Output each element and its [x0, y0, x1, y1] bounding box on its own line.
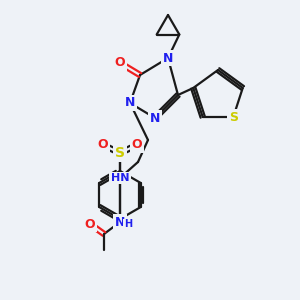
Text: O: O — [115, 56, 125, 70]
Text: S: S — [115, 146, 125, 160]
Text: O: O — [98, 139, 108, 152]
Text: N: N — [115, 215, 125, 229]
Text: HN: HN — [111, 173, 129, 183]
Text: N: N — [150, 112, 160, 124]
Text: H: H — [124, 219, 132, 229]
Text: S: S — [229, 110, 238, 124]
Text: O: O — [132, 139, 142, 152]
Text: O: O — [85, 218, 95, 230]
Text: N: N — [163, 52, 173, 64]
Text: N: N — [125, 97, 135, 110]
